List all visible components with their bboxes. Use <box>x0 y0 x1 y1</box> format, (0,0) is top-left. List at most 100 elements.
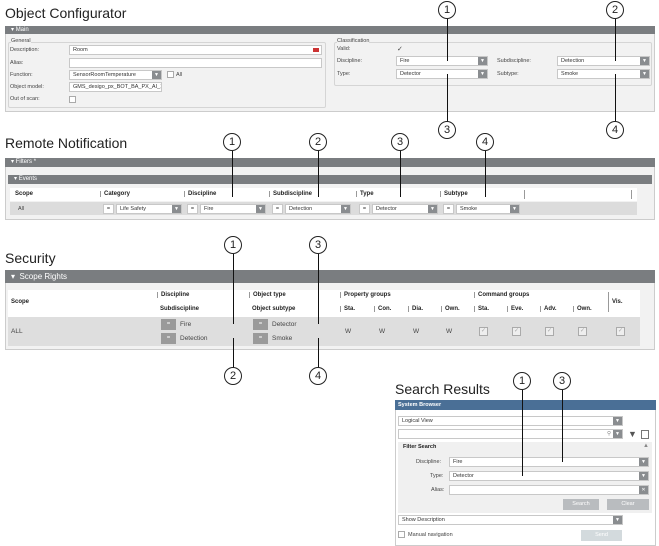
prop-value: W <box>345 328 352 335</box>
callout-2: 2 <box>309 133 327 151</box>
discipline-label: Discipline: <box>337 58 363 64</box>
operator-button[interactable]: = <box>253 319 268 330</box>
operator-select[interactable]: = <box>359 204 370 214</box>
chevron-down-icon[interactable]: ▼ <box>510 205 519 213</box>
callout-line <box>318 151 319 197</box>
collapse-icon[interactable]: ▲ <box>643 443 649 449</box>
filters-header[interactable]: ▾ Filters * <box>5 158 655 167</box>
chevron-down-icon[interactable]: ▼ <box>639 458 648 466</box>
col-object-type: Object type <box>249 292 286 298</box>
chevron-down-icon[interactable]: ▼ <box>478 57 487 65</box>
col-separator <box>631 190 632 199</box>
operator-select[interactable]: = <box>272 204 283 214</box>
col-header: Subdiscipline <box>269 191 312 197</box>
operator-button[interactable]: = <box>161 333 176 344</box>
discipline-label: Discipline: <box>416 459 442 465</box>
type-dropdown[interactable]: Detector ▼ <box>449 471 649 481</box>
send-button[interactable]: Send <box>581 530 622 541</box>
chevron-down-icon[interactable]: ▼ <box>256 205 265 213</box>
valid-check-icon[interactable]: ✓ <box>397 46 403 53</box>
permission-checkbox[interactable]: ✓ <box>479 327 488 336</box>
operator-select[interactable]: = <box>103 204 114 214</box>
clear-button[interactable]: Clear <box>607 499 649 510</box>
remote-notification-title: Remote Notification <box>5 135 128 151</box>
type-label: Type: <box>337 71 351 77</box>
manual-navigation-label: Manual navigation <box>408 532 453 538</box>
callout-2: 2 <box>606 1 624 19</box>
out-of-scan-checkbox[interactable] <box>69 96 76 103</box>
filter-icon[interactable]: ▼ <box>628 429 637 439</box>
chevron-down-icon[interactable]: ▼ <box>341 205 350 213</box>
rights-table-header <box>8 290 640 317</box>
subdiscipline-dropdown[interactable]: Detection ▼ <box>557 56 650 66</box>
discipline-dropdown[interactable]: Fire ▼ <box>396 56 488 66</box>
operator-button[interactable]: = <box>161 319 176 330</box>
chevron-down-icon[interactable]: ▼ <box>613 430 622 438</box>
value-dropdown[interactable]: Detection ▼ <box>285 204 351 214</box>
callout-1: 1 <box>223 133 241 151</box>
function-label: Function: <box>10 72 33 78</box>
subtype-label: Subtype: <box>497 71 519 77</box>
security-title: Security <box>5 250 56 266</box>
permission-checkbox[interactable]: ✓ <box>578 327 587 336</box>
events-header[interactable]: ▾ Events <box>8 175 652 184</box>
chevron-down-icon[interactable]: ▼ <box>640 70 649 78</box>
discipline-dropdown[interactable]: Fire ▼ <box>449 457 649 467</box>
callout-line <box>447 74 448 122</box>
callout-line <box>447 19 448 61</box>
chevron-down-icon[interactable]: ▼ <box>152 71 161 79</box>
chevron-down-icon[interactable]: ▼ <box>640 57 649 65</box>
callout-4: 4 <box>476 133 494 151</box>
show-value: Show Description <box>402 517 445 523</box>
description-input[interactable]: Room <box>69 45 322 55</box>
permission-checkbox[interactable]: ✓ <box>512 327 521 336</box>
alias-input[interactable] <box>69 58 322 68</box>
operator-button[interactable]: = <box>253 333 268 344</box>
col-prop: Con. <box>374 306 391 312</box>
save-icon[interactable] <box>641 430 649 439</box>
chevron-down-icon[interactable]: ▼ <box>613 516 622 524</box>
chevron-down-icon[interactable]: ▼ <box>478 70 487 78</box>
show-dropdown[interactable]: Show Description ▼ <box>398 515 623 525</box>
scope-rights-header[interactable]: ▾ Scope Rights <box>5 270 655 283</box>
callout-4: 4 <box>606 121 624 139</box>
chevron-down-icon[interactable]: ▼ <box>613 417 622 425</box>
value-dropdown[interactable]: Detector ▼ <box>372 204 438 214</box>
object-model-input[interactable]: GMS_desigo_px_BOT_BA_PX_AI_10 <box>69 82 162 92</box>
clear-alias-icon[interactable]: ✕ <box>639 486 648 494</box>
view-dropdown[interactable]: Logical View ▼ <box>398 416 623 426</box>
function-dropdown[interactable]: SensorRoomTemperature ▼ <box>69 70 162 80</box>
subtype-dropdown[interactable]: Smoke ▼ <box>557 69 650 79</box>
value-dropdown[interactable]: Smoke ▼ <box>456 204 520 214</box>
callout-1: 1 <box>513 372 531 390</box>
chevron-down-icon[interactable]: ▼ <box>428 205 437 213</box>
chevron-down-icon[interactable]: ▼ <box>639 472 648 480</box>
operator-select[interactable]: = <box>187 204 198 214</box>
main-panel-header[interactable]: ▾ Main <box>5 26 655 34</box>
permission-checkbox[interactable]: ✓ <box>616 327 625 336</box>
permission-checkbox[interactable]: ✓ <box>545 327 554 336</box>
flag-icon[interactable] <box>313 48 319 52</box>
all-checkbox[interactable] <box>167 71 174 78</box>
type-value: Detector <box>400 71 421 77</box>
value-text: Fire <box>204 206 214 212</box>
alias-input[interactable]: ✕ <box>449 485 649 495</box>
manual-navigation-checkbox[interactable] <box>398 531 405 538</box>
type-value: Detector <box>453 473 474 479</box>
search-button[interactable]: Search <box>563 499 599 510</box>
operator-select[interactable]: = <box>443 204 454 214</box>
col-prop: Dia. <box>408 306 423 312</box>
chevron-down-icon[interactable]: ▼ <box>172 205 181 213</box>
value-dropdown[interactable]: Life Safety ▼ <box>116 204 182 214</box>
search-icon[interactable]: ⚲ <box>606 431 611 437</box>
events-table-header <box>10 188 637 201</box>
object-type-value: Detector <box>272 321 297 328</box>
value-dropdown[interactable]: Fire ▼ <box>200 204 266 214</box>
callout-3: 3 <box>438 121 456 139</box>
col-property-groups: Property groups <box>340 292 391 298</box>
type-dropdown[interactable]: Detector ▼ <box>396 69 488 79</box>
classification-legend: Classification <box>337 38 370 44</box>
callout-line <box>562 390 563 462</box>
search-input[interactable]: ⚲ ▼ <box>398 429 623 439</box>
col-header: Category <box>100 191 130 197</box>
